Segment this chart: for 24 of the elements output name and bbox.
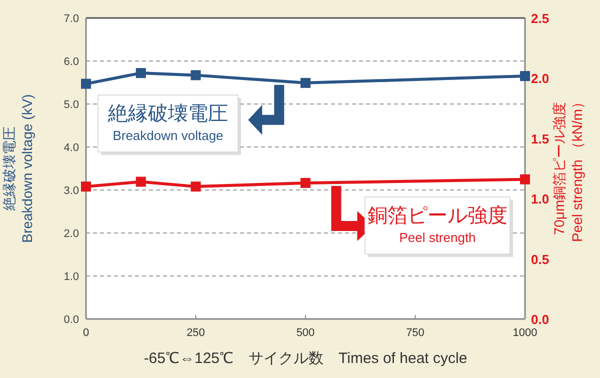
y-tick-label: 1.0 [64, 271, 79, 283]
x-tick-label: 1000 [512, 327, 538, 339]
x-tick-label: 0 [82, 327, 90, 339]
series-label: 銅箔ピール強度 Peel strength [368, 205, 508, 245]
y-tick-label: 3.0 [64, 185, 79, 197]
y2-axis-title: 70μm銅箔ピール強度 Peel strength （kN/m） [551, 94, 585, 242]
y2-tick-label: 2.0 [531, 71, 550, 86]
y-tick-label: 2.0 [64, 228, 79, 240]
y2-tick-label: 2.5 [531, 11, 550, 26]
y2-tick-label: 0.5 [531, 252, 550, 267]
y-tick-label: 0.0 [64, 314, 79, 326]
x-tick-label: 500 [296, 327, 315, 339]
y-tick-label: 6.0 [64, 56, 79, 68]
x-axis-title: -65℃⇔125℃ サイクル数 Times of heat cycle [144, 350, 468, 367]
y2-tick-label: 1.5 [531, 131, 550, 146]
x-tick-label: 750 [406, 327, 424, 339]
x-tick-label: 250 [186, 327, 205, 339]
y-tick-label: 4.0 [64, 142, 79, 154]
series-label: 絶縁破壊電圧 Breakdown voltage [107, 103, 228, 143]
y-tick-label: 7.0 [64, 13, 79, 25]
y2-tick-label: 1.0 [531, 192, 550, 207]
y-axis-title: 絶縁破壊電圧 Breakdown voltage (kV) [1, 94, 35, 243]
y2-tick-label: 0.0 [531, 312, 550, 327]
y-tick-label: 5.0 [64, 99, 79, 111]
